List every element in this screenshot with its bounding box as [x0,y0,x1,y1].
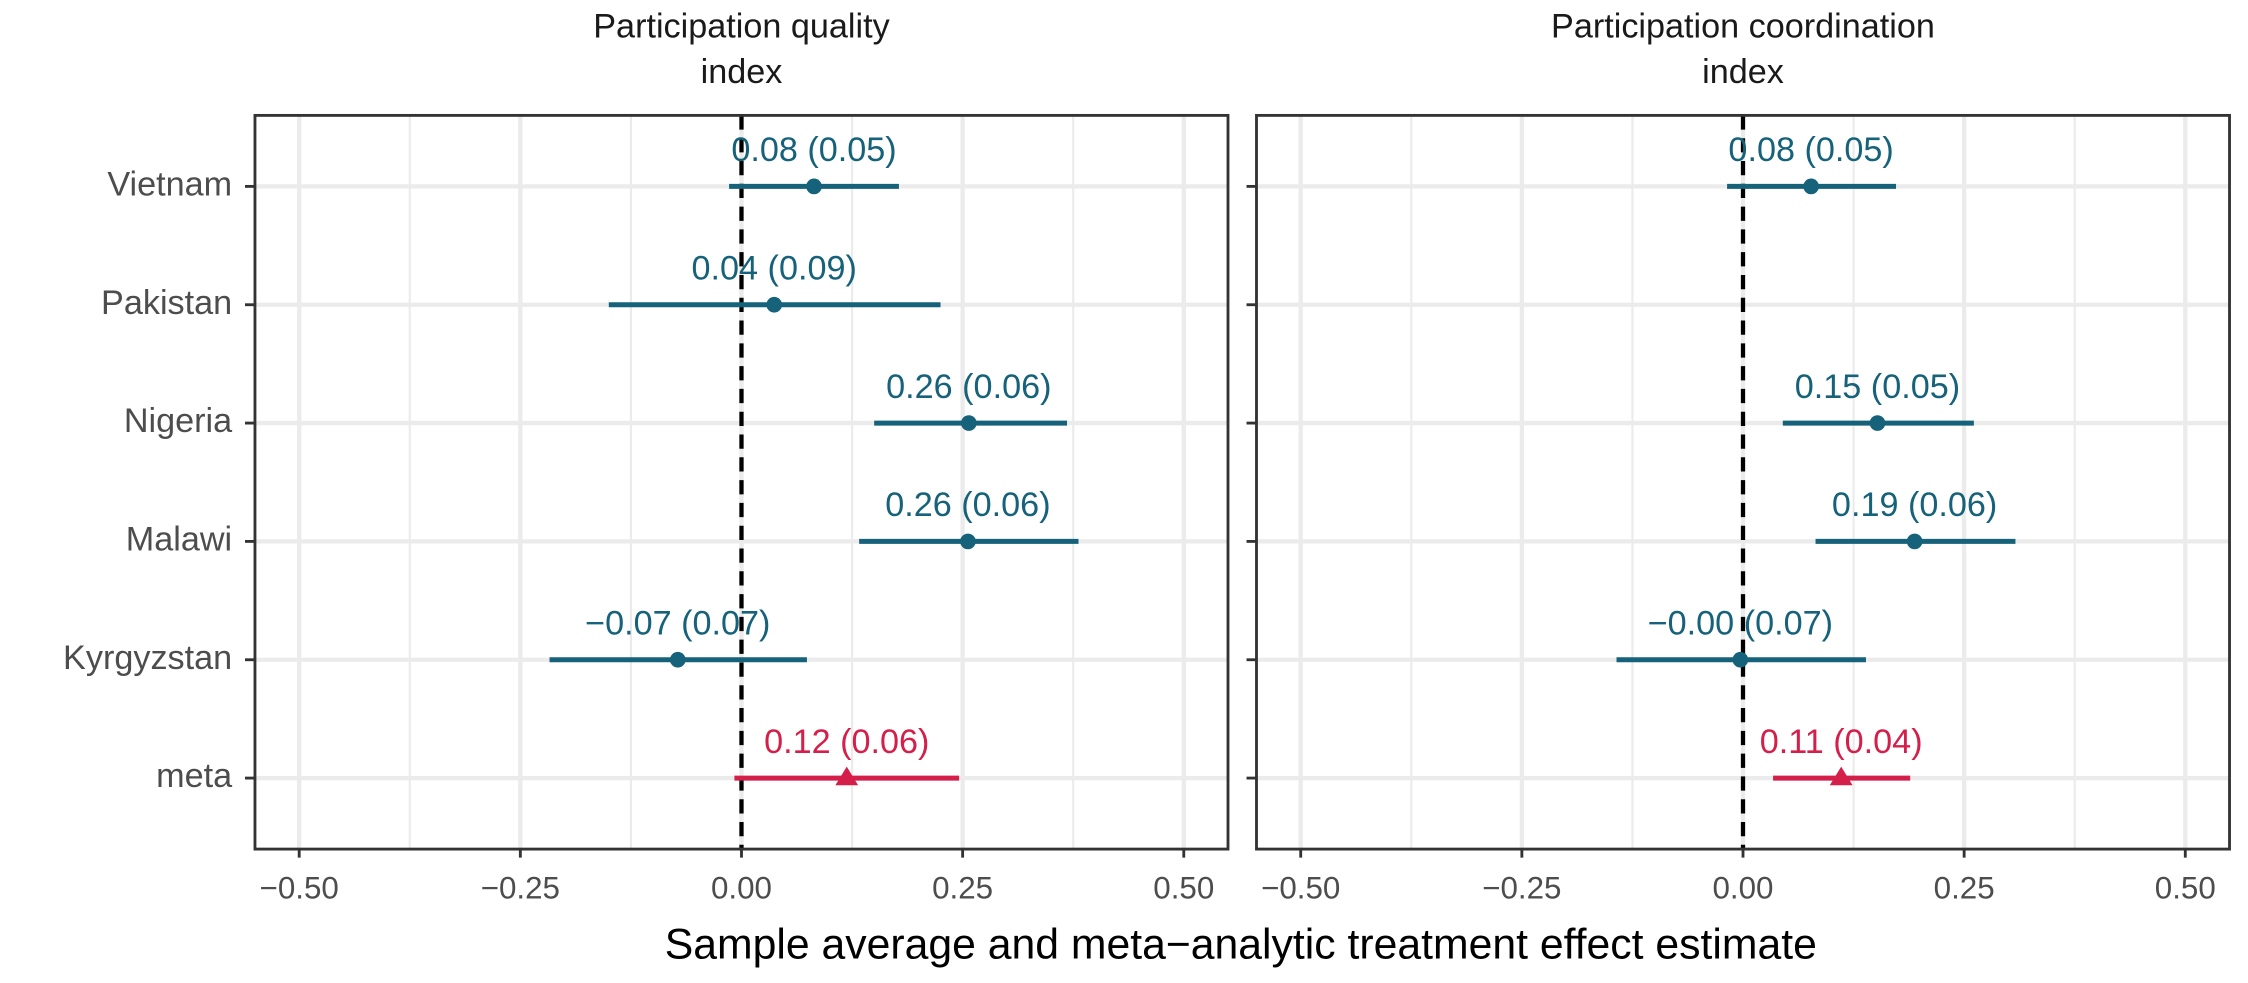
panel-title: Participation quality [593,8,890,46]
panel-border [1255,113,2231,851]
point [766,296,783,313]
point [835,766,859,786]
x-tick-label: 0.50 [1153,871,1214,906]
value-label: −0.07 (0.07) [585,605,770,643]
panel-border [253,113,1230,851]
point [1829,766,1853,786]
value-label: −0.00 (0.07) [1648,605,1833,643]
x-tick-label: 0.25 [1934,871,1995,906]
y-tick-label: Kyrgyzstan [63,639,232,677]
value-label: 0.19 (0.06) [1832,486,1997,524]
x-tick-label: −0.50 [260,871,339,906]
point [1732,651,1749,668]
y-tick-label: meta [156,757,233,795]
value-label: 0.15 (0.05) [1795,368,1960,406]
point [669,651,686,668]
y-tick-label: Pakistan [101,284,232,322]
x-tick-label: 0.50 [2155,871,2216,906]
value-label: 0.26 (0.06) [885,486,1050,524]
x-axis-title: Sample average and meta−analytic treatme… [665,921,1817,969]
point [960,415,977,431]
panel-title: Participation coordination [1551,8,1935,46]
panel-title: index [1702,53,1784,91]
x-tick-label: 0.25 [932,871,993,906]
point [960,533,976,550]
point [1869,415,1886,431]
point [1803,178,1819,195]
point [806,178,822,195]
value-label: 0.11 (0.04) [1760,723,1923,761]
value-label: 0.26 (0.06) [886,368,1051,406]
x-tick-label: −0.50 [1261,871,1340,906]
y-tick-label: Malawi [126,520,232,558]
value-label: 0.08 (0.05) [731,131,896,169]
panel-title: index [701,53,783,91]
x-tick-label: 0.00 [1713,871,1774,906]
x-tick-label: 0.00 [711,871,772,906]
x-tick-label: −0.25 [481,871,560,906]
value-label: 0.04 (0.09) [692,250,857,288]
value-label: 0.08 (0.05) [1728,131,1893,169]
y-tick-label: Vietnam [107,165,232,203]
y-tick-label: Nigeria [124,402,233,440]
point [1906,533,1923,550]
value-label: 0.12 (0.06) [764,723,929,761]
x-tick-label: −0.25 [1482,871,1561,906]
